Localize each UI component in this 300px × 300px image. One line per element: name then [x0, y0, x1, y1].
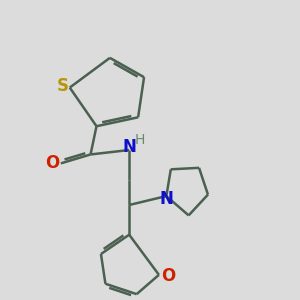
Text: N: N	[159, 190, 173, 208]
Text: S: S	[56, 77, 68, 95]
Text: N: N	[122, 138, 136, 156]
Text: O: O	[161, 267, 175, 285]
Text: O: O	[45, 154, 60, 172]
Text: H: H	[134, 133, 145, 147]
